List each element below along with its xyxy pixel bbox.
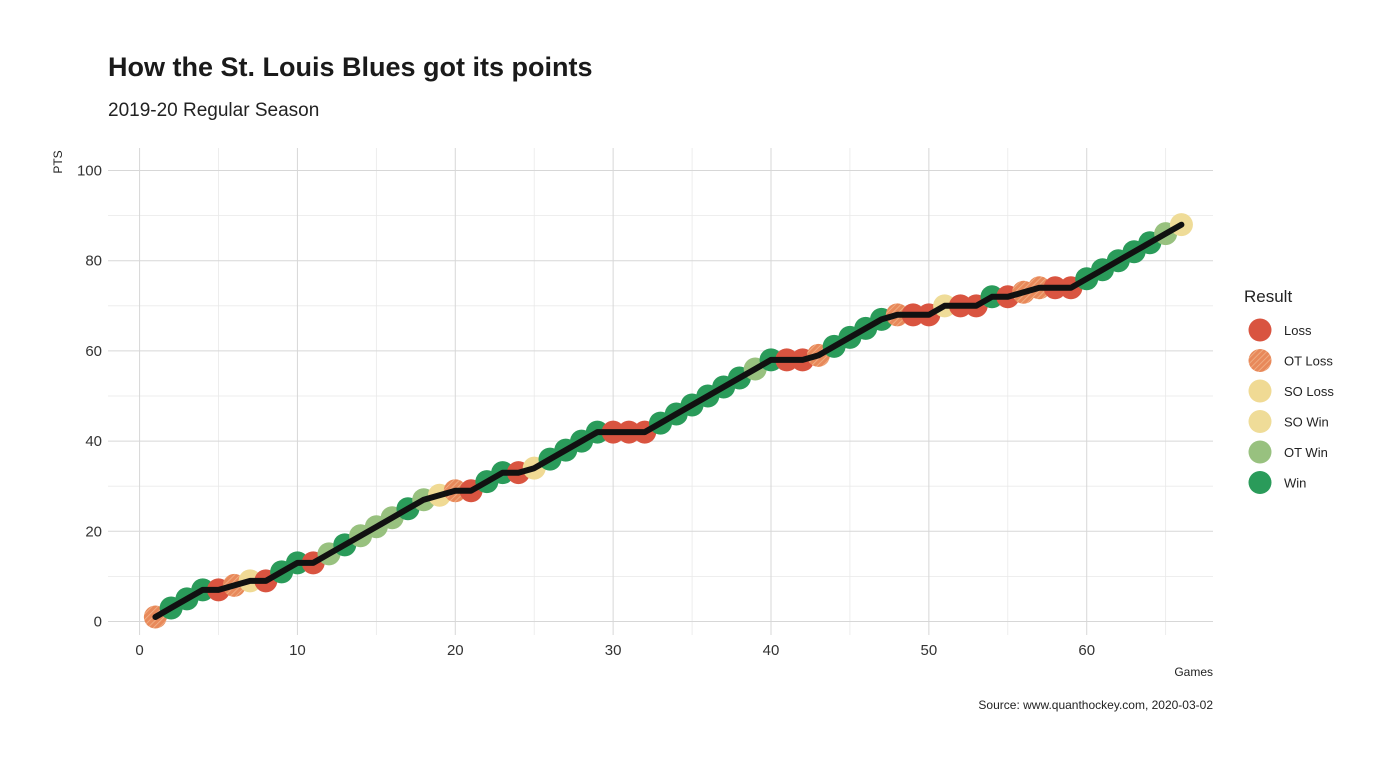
legend: Result Loss OT Loss SO Loss SO Win OT Win Win	[1244, 287, 1334, 494]
source-caption: Source: www.quanthockey.com, 2020-03-02	[978, 698, 1213, 712]
x-tick-label: 60	[1078, 642, 1095, 659]
x-tick-label: 20	[447, 642, 464, 659]
y-axis-ticks: 0 20 40 60 80 100	[77, 163, 102, 631]
y-tick-label: 0	[94, 613, 102, 630]
y-tick-label: 100	[77, 163, 102, 180]
chart-subtitle: 2019-20 Regular Season	[108, 100, 319, 121]
legend-swatch-loss	[1248, 318, 1272, 342]
x-tick-label: 50	[921, 642, 938, 659]
legend-label-so-win: SO Win	[1284, 415, 1329, 430]
legend-swatch-so-win	[1248, 410, 1272, 433]
y-tick-label: 80	[85, 253, 102, 270]
legend-swatch-ot-loss	[1248, 349, 1272, 372]
legend-swatch-ot-win	[1248, 440, 1272, 464]
legend-title: Result	[1244, 287, 1292, 306]
x-tick-label: 40	[763, 642, 780, 659]
legend-label-loss: Loss	[1284, 323, 1312, 338]
grid	[108, 148, 1213, 635]
legend-label-ot-loss: OT Loss	[1284, 354, 1333, 369]
legend-label-ot-win: OT Win	[1284, 445, 1328, 460]
points-line	[152, 221, 1185, 620]
chart-title: How the St. Louis Blues got its points	[108, 52, 593, 82]
legend-label-so-loss: SO Loss	[1284, 384, 1334, 399]
x-tick-label: 30	[605, 642, 622, 659]
y-tick-label: 60	[85, 343, 102, 360]
legend-swatch-so-loss	[1248, 379, 1272, 403]
y-tick-label: 20	[85, 523, 102, 540]
x-tick-label: 10	[289, 642, 306, 659]
legend-label-win: Win	[1284, 476, 1306, 491]
y-axis-label: PTS	[51, 150, 65, 173]
x-axis-ticks: 0 10 20 30 40 50 60	[135, 642, 1095, 659]
x-axis-label: Games	[1174, 665, 1213, 679]
legend-swatch-win	[1248, 471, 1272, 494]
y-tick-label: 40	[85, 433, 102, 450]
x-tick-label: 0	[135, 642, 143, 659]
